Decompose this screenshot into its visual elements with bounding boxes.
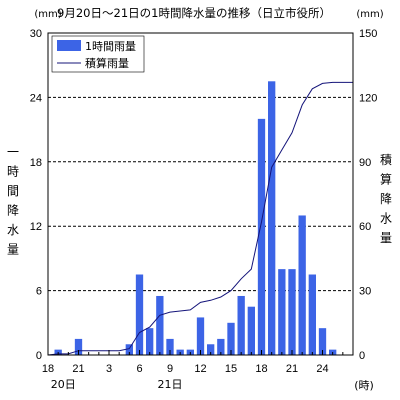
axis-titles: 一時間降水量 積算降水量 [7, 145, 392, 257]
rain-bar [166, 338, 174, 355]
x-tick-label: 21 [286, 363, 298, 375]
rain-bar [288, 269, 296, 355]
x-tick-label: 3 [106, 363, 112, 375]
date-label: 21日 [158, 378, 183, 391]
y-left-tick-label: 18 [30, 157, 42, 169]
rain-bar [257, 118, 266, 355]
rain-bar [308, 274, 316, 355]
left-axis-unit: (mm) [34, 9, 61, 20]
x-tick-label: 15 [225, 363, 237, 375]
x-tick-label: 18 [255, 363, 267, 375]
y-left-tick-label: 24 [30, 92, 42, 104]
y-right-tick-label: 30 [359, 286, 371, 298]
x-tick-label: 6 [136, 363, 142, 375]
legend-bar-label: 1時間雨量 [85, 40, 136, 53]
date-label: 20日 [51, 378, 76, 391]
y-left-tick-label: 30 [30, 28, 42, 40]
y-left-tick-label: 6 [36, 286, 42, 298]
legend-line-label: 積算雨量 [85, 56, 129, 70]
cumulative-line [47, 81, 353, 356]
x-tick-label: 18 [42, 363, 54, 375]
line-series [47, 81, 353, 356]
y-left-axis-title: 一時間降水量 [7, 145, 19, 257]
axes [47, 32, 354, 356]
rain-bar [146, 328, 154, 355]
y-left-tick-label: 12 [30, 221, 42, 233]
rain-bar [318, 328, 327, 355]
rain-bar [278, 269, 286, 355]
x-axis-unit: (時) [354, 379, 374, 392]
y-right-axis-title: 積算降水量 [380, 152, 392, 245]
rain-bar [156, 295, 164, 355]
rain-bar [207, 344, 215, 355]
grid-lines [48, 96, 353, 292]
plot-frame [47, 32, 354, 356]
y-right-tick-label: 60 [359, 221, 371, 233]
bar-series [54, 81, 337, 356]
y-right-tick-label: 0 [359, 350, 365, 362]
y-right-tick-label: 150 [359, 28, 377, 40]
chart-title: 9月20日～21日の1時間降水量の推移（日立市役所） [57, 6, 331, 20]
rain-bar [237, 295, 245, 355]
x-tick-label: 9 [167, 363, 173, 375]
legend: 1時間雨量 積算雨量 [51, 35, 145, 73]
rain-bar [74, 338, 83, 355]
right-axis-unit: (mm) [356, 9, 383, 20]
y-left-tick-label: 0 [36, 350, 42, 362]
rain-bar [268, 81, 276, 356]
rain-bar [196, 317, 205, 355]
rain-bar [227, 322, 235, 355]
y-right-tick-label: 90 [359, 157, 371, 169]
x-tick-label: 12 [194, 363, 206, 375]
rain-bar [217, 338, 225, 355]
x-tick-label: 21 [72, 363, 84, 375]
y-right-tick-label: 120 [359, 92, 377, 104]
x-tick-label: 24 [316, 363, 328, 375]
rain-bar [298, 215, 306, 355]
rain-bar [135, 274, 144, 355]
rain-bar [125, 344, 133, 355]
tick-labels: 18 21 3 6 9 12 15 18 21 24 20日 21日 0 6 12 18 24 30 0 30 60 90… [30, 28, 378, 391]
rain-bar [247, 306, 255, 355]
legend-bar-swatch [57, 40, 81, 51]
